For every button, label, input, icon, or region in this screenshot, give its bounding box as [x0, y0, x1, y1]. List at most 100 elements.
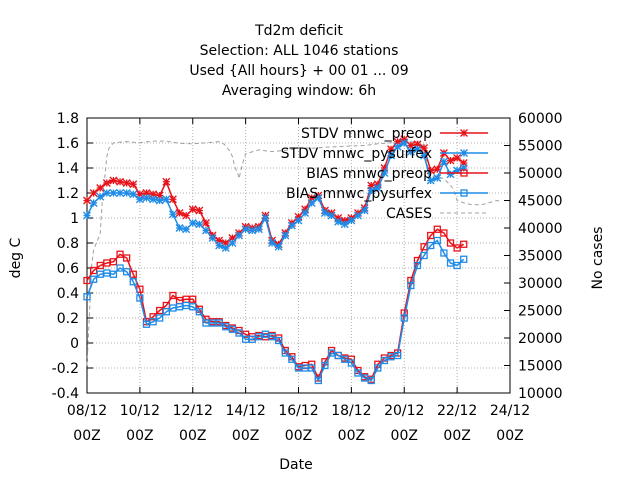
data-point	[413, 145, 422, 154]
y-tick-label: 0	[70, 336, 79, 352]
x-tick-label-hour: 00Z	[496, 428, 523, 444]
grid	[87, 118, 510, 393]
data-point	[89, 199, 98, 207]
x-tick-label-hour: 00Z	[443, 428, 470, 444]
data-point	[334, 351, 342, 360]
data-point	[446, 239, 455, 247]
data-point	[440, 229, 448, 237]
data-point	[189, 295, 197, 303]
data-point	[341, 355, 349, 363]
data-point	[400, 139, 409, 147]
legend-marker	[460, 169, 468, 177]
data-point	[427, 231, 435, 240]
data-point	[439, 157, 448, 166]
data-point	[307, 199, 316, 207]
data-point	[188, 219, 197, 227]
x-tick-label: 22/12	[437, 403, 477, 419]
y2-axis-label: No cases	[590, 227, 606, 290]
data-point	[195, 308, 204, 316]
y2-tick-label: 60000	[518, 111, 563, 127]
title-line-2: Selection: ALL 1046 stations	[200, 43, 399, 59]
y2-tick-label: 10000	[518, 386, 563, 402]
x-tick-label-hour: 00Z	[285, 428, 312, 444]
x-tick-label-hour: 00Z	[73, 428, 100, 444]
data-point	[195, 220, 204, 229]
data-point	[221, 244, 230, 252]
data-point	[156, 314, 164, 322]
data-point	[446, 170, 455, 179]
data-point	[268, 333, 276, 341]
data-point	[83, 211, 91, 220]
legend-entry: CASES	[386, 206, 488, 222]
data-point	[129, 180, 138, 189]
data-point	[168, 195, 177, 204]
x-tick-label: 18/12	[331, 403, 371, 419]
x-axis-label: Date	[279, 457, 312, 473]
data-point	[122, 179, 131, 187]
data-point	[122, 189, 131, 197]
data-point	[162, 195, 171, 204]
data-point	[169, 291, 177, 300]
y-axis-label: deg C	[8, 237, 24, 278]
data-point	[460, 240, 468, 248]
y-tick-label: 0.4	[57, 286, 79, 302]
data-point	[320, 209, 329, 217]
data-point	[407, 281, 415, 290]
x-tick-label: 24/12	[490, 403, 530, 419]
data-point	[129, 278, 137, 286]
data-point	[149, 195, 158, 204]
data-point	[373, 184, 382, 192]
data-point	[188, 205, 197, 214]
data-point	[123, 268, 131, 276]
legend-marker	[460, 149, 468, 157]
data-point	[241, 225, 250, 234]
data-point	[162, 177, 171, 186]
x-tick-label: 16/12	[278, 403, 318, 419]
data-point	[149, 318, 157, 326]
data-point	[182, 211, 191, 220]
data-point	[274, 242, 283, 251]
y2-tick-label: 30000	[518, 276, 563, 292]
data-point	[109, 270, 118, 278]
data-point	[287, 221, 296, 230]
data-point	[393, 142, 402, 151]
data-point	[433, 174, 442, 182]
x-tick-label: 12/12	[173, 403, 213, 419]
data-point	[89, 189, 98, 197]
data-point	[89, 266, 98, 275]
data-point	[347, 216, 356, 225]
x-tick-label-hour: 00Z	[179, 428, 206, 444]
data-point	[308, 364, 316, 372]
data-point	[433, 236, 441, 245]
y2-tick-label: 35000	[518, 249, 563, 265]
y-tick-label: 1.4	[57, 161, 79, 177]
title-line-3: Used {All hours} + 00 01 ... 09	[189, 63, 408, 79]
data-point	[175, 209, 184, 217]
data-point	[440, 249, 448, 257]
legend-label: STDV mnwc_preop	[301, 126, 432, 142]
data-point	[347, 359, 356, 367]
legend-label: STDV mnwc_pysurfex	[281, 146, 432, 162]
data-point	[453, 261, 461, 270]
legend-entry: STDV mnwc_pysurfex	[281, 146, 488, 162]
data-point	[294, 216, 303, 225]
data-point	[420, 151, 429, 160]
title-line-4: Averaging window: 6h	[222, 83, 376, 99]
data-point	[354, 369, 362, 377]
data-point	[261, 214, 270, 222]
data-point	[182, 225, 191, 234]
data-point	[268, 239, 277, 247]
y2-tick-label: 25000	[518, 304, 563, 320]
data-point	[460, 255, 468, 263]
legend-marker	[460, 189, 468, 197]
legend-entry: BIAS mnwc_preop	[306, 166, 488, 182]
legend-entry: STDV mnwc_preop	[301, 126, 488, 142]
data-point	[83, 293, 91, 301]
data-point	[281, 231, 290, 240]
data-point	[228, 325, 237, 333]
y-tick-label: -0.4	[52, 386, 79, 402]
data-point	[116, 177, 125, 186]
data-point	[281, 349, 289, 357]
data-point	[89, 275, 98, 283]
